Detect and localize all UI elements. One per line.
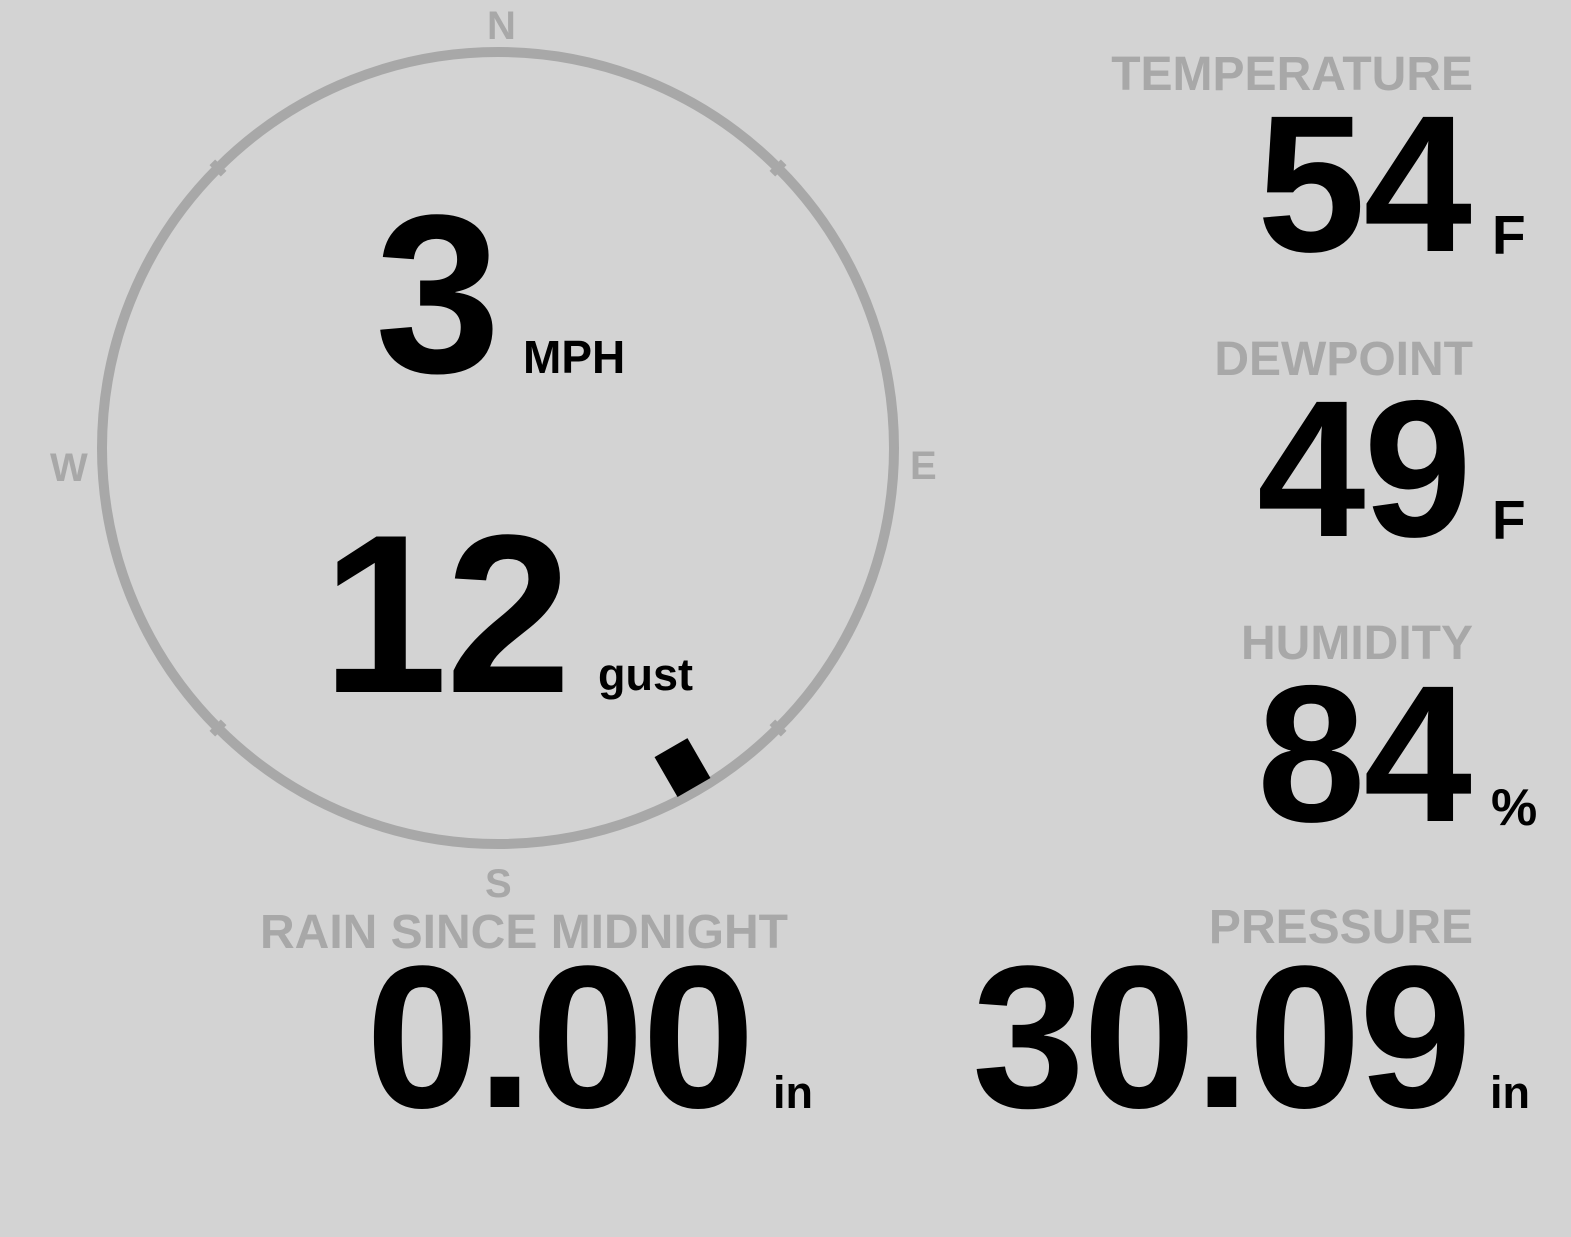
pressure-label: PRESSURE xyxy=(1208,901,1473,954)
wind-gust-value: 12 xyxy=(322,487,571,740)
temperature-label: TEMPERATURE xyxy=(1111,48,1473,101)
wind-speed-value: 3 xyxy=(375,167,501,420)
pressure-value: 30.09 xyxy=(972,924,1472,1151)
dewpoint-value: 49 xyxy=(1257,360,1472,578)
temperature-value: 54 xyxy=(1257,75,1472,293)
compass-north-label: N xyxy=(487,4,516,48)
compass-tick xyxy=(769,159,787,177)
compass-ring xyxy=(97,47,899,849)
rain-label: RAIN SINCE MIDNIGHT xyxy=(260,906,788,959)
compass-tick xyxy=(209,159,227,177)
humidity-value: 84 xyxy=(1257,645,1472,863)
rain-value: 0.00 xyxy=(365,924,755,1151)
dewpoint-unit: F xyxy=(1492,489,1526,551)
humidity-unit: % xyxy=(1491,779,1538,837)
dewpoint-label: DEWPOINT xyxy=(1214,333,1473,386)
humidity-label: HUMIDITY xyxy=(1241,617,1473,670)
wind-direction-pointer xyxy=(654,738,711,797)
wind-speed-unit: MPH xyxy=(523,331,626,383)
compass-tick xyxy=(769,719,787,737)
pressure-unit: in xyxy=(1490,1067,1530,1118)
wind-gust-label: gust xyxy=(598,649,693,700)
compass-south-label: S xyxy=(485,862,512,906)
compass-tick xyxy=(209,719,227,737)
compass-west-label: W xyxy=(50,446,88,490)
rain-unit: in xyxy=(773,1067,813,1118)
temperature-unit: F xyxy=(1492,204,1526,266)
compass-east-label: E xyxy=(910,444,937,488)
